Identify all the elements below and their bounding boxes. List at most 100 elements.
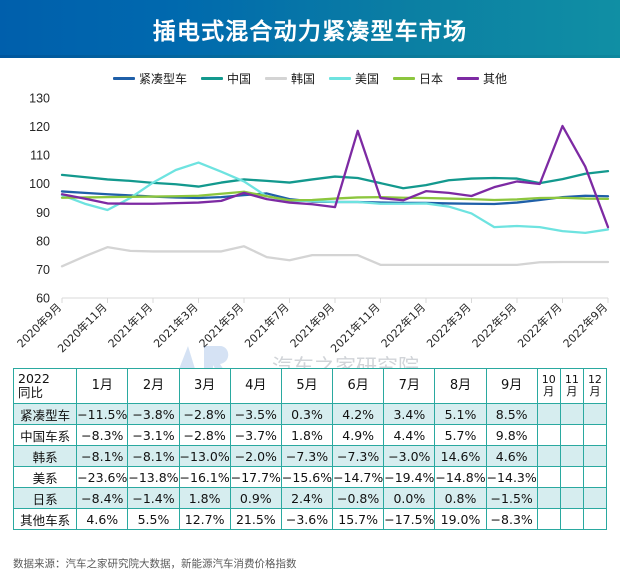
table-cell: −17.5% <box>383 508 436 530</box>
x-axis-tick-label: 2021年1月 <box>105 300 155 350</box>
table-cell <box>582 403 608 425</box>
table-row: 其他车系 4.6% 5.5% 12.7% 21.5% −3.6% 15.7% −17.5% 19… <box>12 508 608 530</box>
chart-series-5 <box>60 124 610 229</box>
table-cell: −13.8% <box>127 466 180 488</box>
x-axis-tick-label: 2021年7月 <box>241 300 291 350</box>
legend-swatch-icon <box>200 76 223 80</box>
table-cell <box>559 403 584 425</box>
table-cell: 4.2% <box>332 403 385 425</box>
legend-item-0[interactable]: 紧凑型车 <box>112 70 187 87</box>
x-axis-tick-label: 2022年9月 <box>560 300 610 350</box>
table-cell <box>582 508 608 530</box>
legend-item-label: 韩国 <box>290 71 315 86</box>
table-cell <box>559 445 584 467</box>
table-cell: −14.8% <box>434 466 487 488</box>
table-cell: −8.3% <box>485 508 538 530</box>
table-cell: 0.9% <box>229 487 282 509</box>
table-cell: −2.8% <box>178 424 231 446</box>
table-col-header-9月: 9月 <box>485 368 538 404</box>
table-col-header-7月: 7月 <box>383 368 436 404</box>
table-cell: 4.6% <box>76 508 129 530</box>
table-body: 紧凑型车 −11.5% −3.8% −2.8% −3.5% 0.3% 4.2% 3.4% 5.1… <box>12 403 608 530</box>
page-title: 插电式混合动力紧凑型车市场 <box>152 19 468 45</box>
table-row-label: 其他车系 <box>12 508 78 530</box>
table-row: 韩系 −8.1% −8.1% −13.0% −2.0% −7.3% −7.3% −3.0% 14… <box>12 445 608 467</box>
x-axis-tick-label: 2021年9月 <box>287 300 337 350</box>
legend-item-2[interactable]: 韩国 <box>264 70 315 87</box>
table-cell: −2.8% <box>178 403 231 425</box>
table-cell: 5.1% <box>434 403 487 425</box>
table-cell: 4.9% <box>332 424 385 446</box>
page-header: 插电式混合动力紧凑型车市场 <box>0 0 620 58</box>
table-cell: 0.3% <box>280 403 334 425</box>
legend-item-1[interactable]: 中国 <box>200 70 251 87</box>
x-axis-tick-label: 2021年3月 <box>150 300 200 350</box>
table-cell: 5.7% <box>434 424 487 446</box>
table-cell <box>582 424 608 446</box>
table-cell: −7.3% <box>332 445 385 467</box>
table-cell <box>536 424 561 446</box>
table-row-label: 中国车系 <box>12 424 78 446</box>
table-cell <box>582 466 608 488</box>
table-cell <box>559 487 584 509</box>
table-row: 中国车系 −8.3% −3.1% −2.8% −3.7% 1.8% 4.9% 4.4% 5.7%… <box>12 424 608 446</box>
table-row-label: 韩系 <box>12 445 78 467</box>
table-cell: −0.8% <box>332 487 385 509</box>
table-cell: 8.5% <box>485 403 538 425</box>
table-cell: −7.3% <box>280 445 334 467</box>
table-cell: −3.8% <box>127 403 180 425</box>
table-col-header-1月: 1月 <box>76 368 129 404</box>
table-row: 美系 −23.6% −13.8% −16.1% −17.7% −15.6% −14.7% −1… <box>12 466 608 488</box>
table-cell <box>582 487 608 509</box>
y-axis-tick-label: 120 <box>29 120 50 134</box>
x-axis-tick-label: 2022年3月 <box>423 300 473 350</box>
table-col-header-6月: 6月 <box>332 368 385 404</box>
chart-series-2 <box>60 245 610 268</box>
table-cell: 21.5% <box>229 508 282 530</box>
table-cell: −8.4% <box>76 487 129 509</box>
table-cell: −13.0% <box>178 445 231 467</box>
legend-item-5[interactable]: 其他 <box>457 70 507 87</box>
table-cell: −15.6% <box>280 466 334 488</box>
table-cell <box>559 466 584 488</box>
table-cell: 0.8% <box>434 487 487 509</box>
legend-item-4[interactable]: 日本 <box>393 70 443 87</box>
legend-item-label: 其他 <box>483 71 508 86</box>
table-col-header-5月: 5月 <box>280 368 334 404</box>
comparison-table: 2022 同比 1月 2月 3月 4月 5月 6月 7月 8月 9月 10月 11月 12月 紧凑型车 −1… <box>12 368 608 530</box>
x-axis-tick-label: 2020年11月 <box>54 300 109 355</box>
table-col-header-2月: 2月 <box>127 368 180 404</box>
y-axis-tick-label: 130 <box>29 92 50 106</box>
table-cell: −8.1% <box>127 445 180 467</box>
table-cell: 4.6% <box>485 445 538 467</box>
y-axis-tick-label: 110 <box>30 149 50 163</box>
table-col-header-10月: 10月 <box>536 368 561 404</box>
table-cell <box>536 508 561 530</box>
table-cell: −1.5% <box>485 487 538 509</box>
chart-series-4 <box>60 190 610 202</box>
legend-item-label: 日本 <box>419 71 444 86</box>
legend-item-3[interactable]: 美国 <box>329 70 379 87</box>
x-axis-tick-label: 2022年1月 <box>378 300 428 350</box>
table-col-header-8月: 8月 <box>434 368 487 404</box>
table-corner-header: 2022 同比 <box>12 368 78 404</box>
table-cell: 15.7% <box>332 508 385 530</box>
table-cell: −11.5% <box>76 403 129 425</box>
table-cell: 12.7% <box>178 508 231 530</box>
table-cell: 0.0% <box>383 487 436 509</box>
table-cell: −3.1% <box>127 424 180 446</box>
legend-swatch-icon <box>112 76 135 80</box>
table-col-header-3月: 3月 <box>178 368 231 404</box>
comparison-table-wrap: 2022 同比 1月 2月 3月 4月 5月 6月 7月 8月 9月 10月 11月 12月 紧凑型车 −1… <box>12 368 608 530</box>
table-cell: 5.5% <box>127 508 180 530</box>
legend-swatch-icon <box>457 76 480 80</box>
table-cell: 14.6% <box>434 445 487 467</box>
legend-item-label: 中国 <box>226 71 251 86</box>
table-cell: −1.4% <box>127 487 180 509</box>
table-cell: −2.0% <box>229 445 282 467</box>
table-cell: −3.6% <box>280 508 334 530</box>
chart-legend: 紧凑型车 中国 韩国 美国 日本 其他 <box>0 66 620 90</box>
table-cell: 4.4% <box>383 424 436 446</box>
x-axis-tick-label: 2020年9月 <box>14 300 64 350</box>
